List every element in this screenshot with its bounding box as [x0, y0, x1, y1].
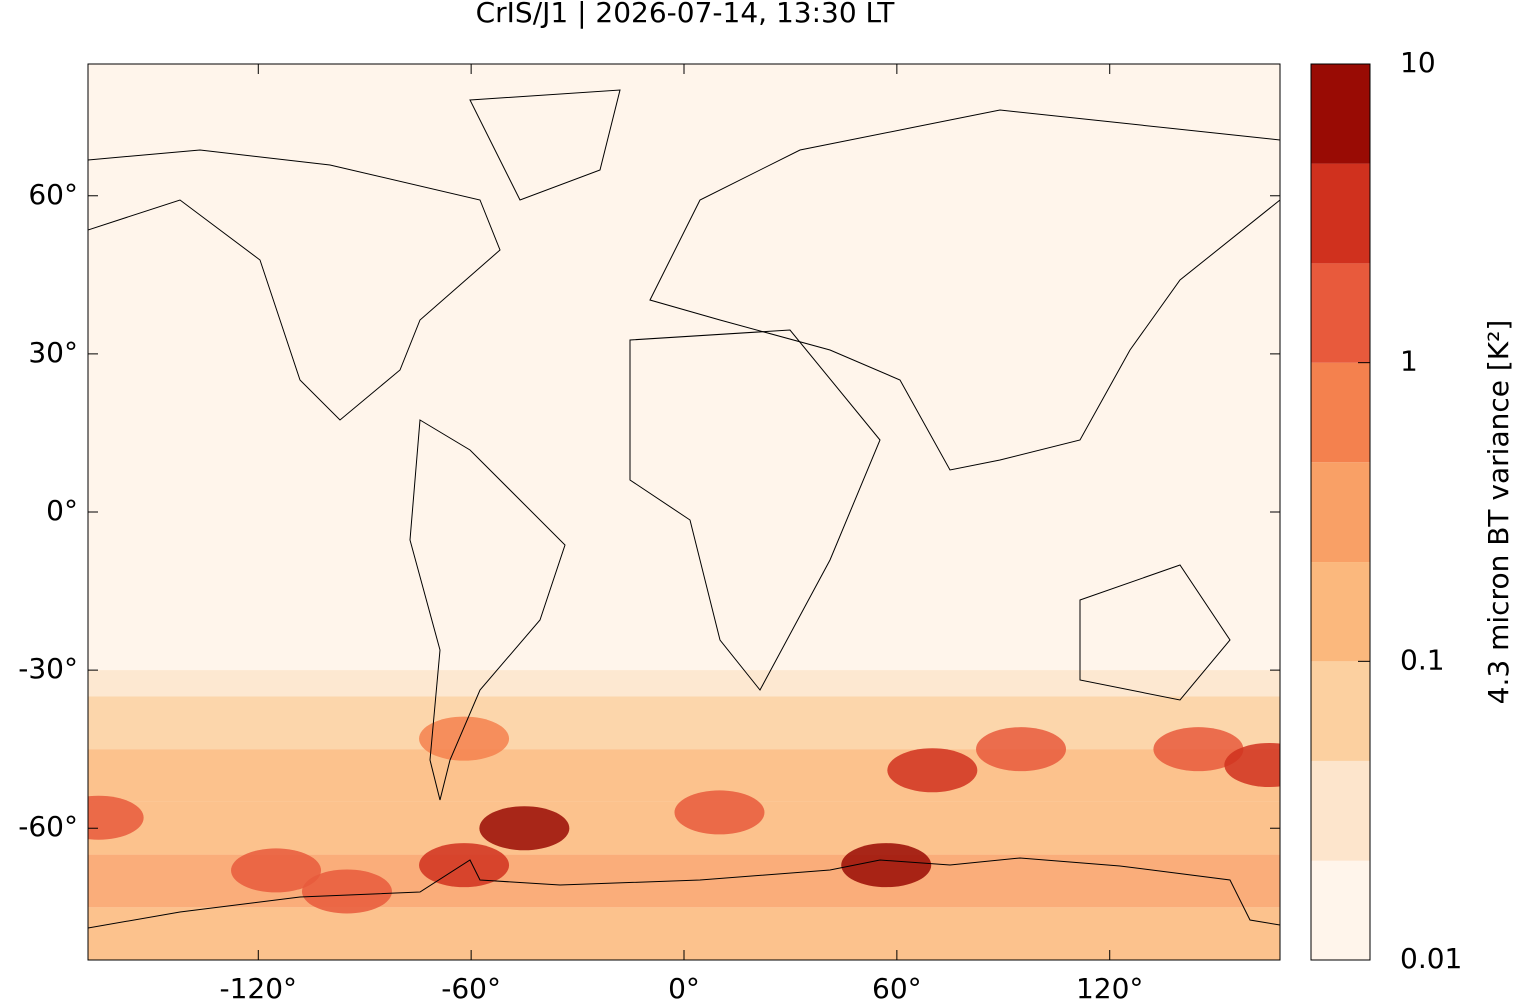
colorbar-level	[1311, 760, 1370, 861]
hotspot	[419, 843, 510, 888]
y-tick-label: 60°	[28, 178, 78, 211]
coastline	[1079, 564, 1231, 701]
hotspot	[419, 716, 510, 761]
hotspot	[1224, 742, 1280, 787]
x-tick-label: -60°	[441, 972, 501, 1002]
colorbar-level	[1311, 64, 1370, 164]
hotspot	[88, 795, 144, 840]
hotspot	[976, 727, 1067, 772]
zonal-band	[88, 670, 1280, 697]
y-tick-label: 0°	[46, 494, 78, 527]
coastline	[88, 149, 501, 421]
hotspot	[301, 869, 392, 914]
colorbar-level	[1311, 263, 1370, 363]
x-tick-label: -120°	[220, 972, 298, 1002]
coastline	[409, 419, 566, 801]
coastline	[649, 109, 1280, 471]
colorbar-tick-label: 0.01	[1400, 942, 1462, 975]
hotspot	[1153, 727, 1244, 772]
colorbar-level	[1311, 462, 1370, 563]
colorbar	[1311, 64, 1370, 960]
y-tick-label: -30°	[18, 652, 78, 685]
coastline	[88, 857, 1280, 929]
colorbar-level	[1311, 661, 1370, 761]
y-tick-label: 30°	[28, 336, 78, 369]
colorbar-level	[1311, 362, 1370, 463]
x-tick-label: 120°	[1076, 972, 1143, 1002]
x-tick-label: 0°	[668, 972, 700, 1002]
y-tick-label: -60°	[18, 810, 78, 843]
colorbar-tick-label: 10	[1400, 46, 1436, 79]
hotspot	[479, 806, 570, 851]
colorbar-level	[1311, 562, 1370, 662]
map-field	[88, 64, 1280, 960]
colorbar-label: 4.3 micron BT variance [K²]	[1482, 320, 1515, 705]
hotspot	[841, 843, 932, 888]
colorbar-tick-label: 0.1	[1400, 643, 1445, 676]
hotspot	[674, 790, 765, 835]
coastlines	[88, 89, 1280, 929]
colorbar-level	[1311, 163, 1370, 264]
zonal-band	[88, 749, 1280, 802]
hotspot	[231, 848, 322, 893]
zonal-band	[88, 696, 1280, 750]
colorbar-tick-label: 1	[1400, 345, 1418, 378]
colorbar-level	[1311, 860, 1370, 960]
chart-title: CrIS/J1 | 2026-07-14, 13:30 LT	[476, 0, 896, 29]
x-tick-label: 60°	[872, 972, 922, 1002]
coastline	[469, 89, 621, 201]
colorbar-frame	[1310, 63, 1371, 961]
coastline	[629, 329, 881, 691]
hotspot	[887, 748, 978, 793]
